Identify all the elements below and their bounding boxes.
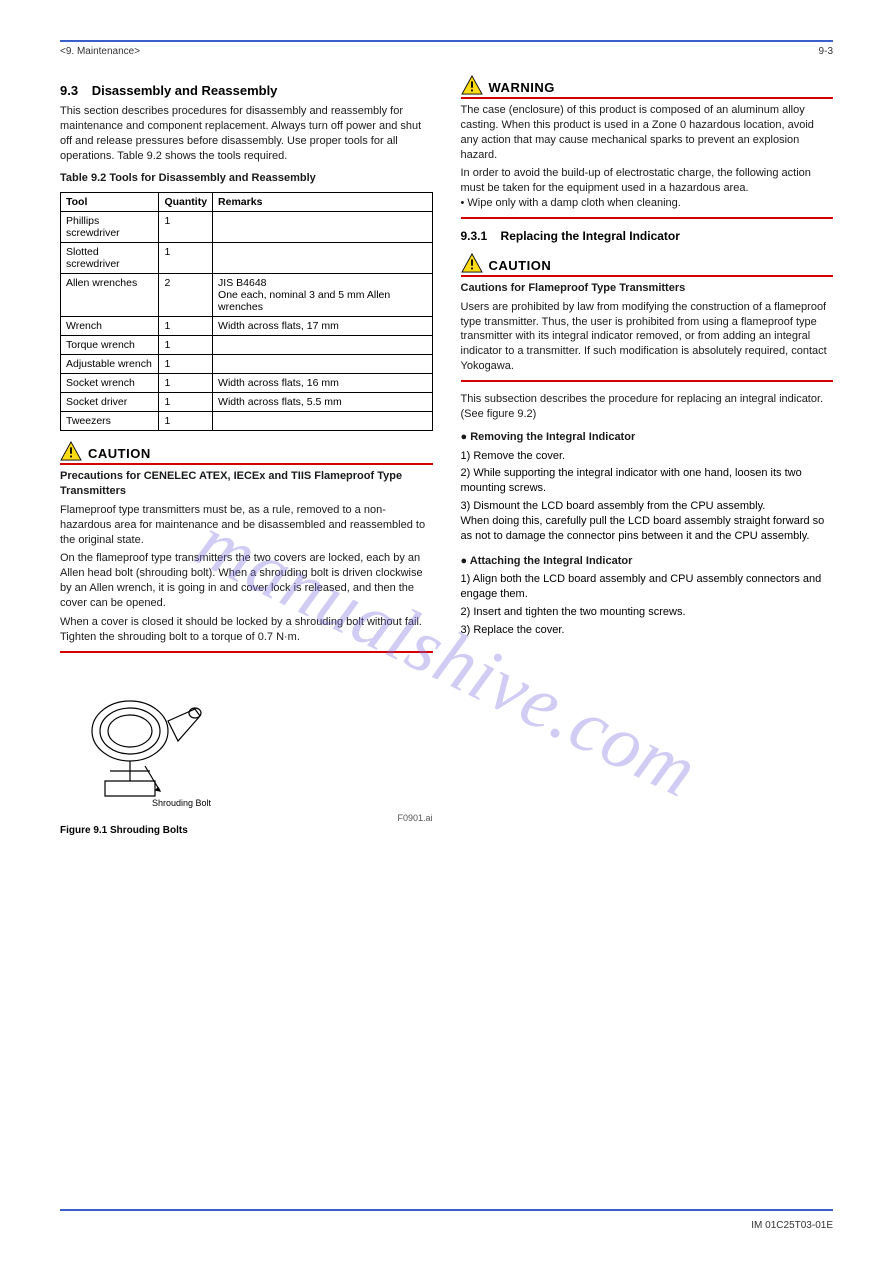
table-row: Socket wrench1Width across flats, 16 mm xyxy=(61,374,433,393)
caution-body: Precautions for CENELEC ATEX, IECEx and … xyxy=(60,469,433,644)
removing-title: ● Removing the Integral Indicator xyxy=(461,430,834,445)
section-number: 9.3 xyxy=(60,83,78,98)
table-row: Slotted screwdriver1 xyxy=(61,243,433,274)
p-931-intro: This subsection describes the procedure … xyxy=(461,392,834,422)
col-tool: Tool xyxy=(61,193,159,212)
caution-label: CAUTION xyxy=(489,258,552,273)
warning-body: The case (enclosure) of this product is … xyxy=(461,103,834,211)
figure-9-1: Shrouding Bolt xyxy=(60,661,220,821)
header-right: 9-3 xyxy=(819,46,833,57)
col-remarks: Remarks xyxy=(213,193,432,212)
warning-head: WARNING xyxy=(461,75,834,99)
warning-block-top-right: WARNING The case (enclosure) of this pro… xyxy=(461,75,834,219)
col-qty: Quantity xyxy=(159,193,213,212)
table-row: Phillips screwdriver1 xyxy=(61,212,433,243)
two-column-layout: 9.3 Disassembly and Reassembly This sect… xyxy=(60,75,833,836)
footer-row: IM 01C25T03-01E xyxy=(60,1220,833,1231)
subsection-number: 9.3.1 xyxy=(461,229,488,243)
figure-caption: Figure 9.1 Shrouding Bolts xyxy=(60,825,433,836)
caution-body: Cautions for Flameproof Type Transmitter… xyxy=(461,281,834,374)
warning-foot-rule xyxy=(461,217,834,219)
header-left: <9. Maintenance> xyxy=(60,46,140,57)
bottom-rule xyxy=(60,1209,833,1211)
table-caption: Table 9.2 Tools for Disassembly and Reas… xyxy=(60,171,433,186)
table-header-row: Tool Quantity Remarks xyxy=(61,193,433,212)
caution-label: CAUTION xyxy=(88,446,151,461)
subsection-9-3-1-heading: 9.3.1 Replacing the Integral Indicator xyxy=(461,229,834,243)
caution-head: CAUTION xyxy=(461,253,834,277)
section-title: Disassembly and Reassembly xyxy=(92,83,278,98)
warning-triangle-icon xyxy=(461,75,483,95)
table-row: Adjustable wrench1 xyxy=(61,355,433,374)
intro-paragraph: This section describes procedures for di… xyxy=(60,104,433,163)
table-row: Tweezers1 xyxy=(61,412,433,431)
left-column: 9.3 Disassembly and Reassembly This sect… xyxy=(60,75,433,836)
caution-block-2: CAUTION Cautions for Flameproof Type Tra… xyxy=(461,253,834,382)
attaching-steps: 1) Align both the LCD board assembly and… xyxy=(461,572,834,637)
step-2: 2) Insert and tighten the two mounting s… xyxy=(461,605,834,620)
removing-steps: 1) Remove the cover. 2) While supporting… xyxy=(461,449,834,544)
section-9-3-heading: 9.3 Disassembly and Reassembly xyxy=(60,83,433,98)
caution-foot-rule xyxy=(60,651,433,653)
right-column: WARNING The case (enclosure) of this pro… xyxy=(461,75,834,836)
table-row: Wrench1Width across flats, 17 mm xyxy=(61,317,433,336)
tools-table: Tool Quantity Remarks Phillips screwdriv… xyxy=(60,192,433,431)
shrouding-bolt-label: Shrouding Bolt xyxy=(152,798,212,808)
footer-docid: IM 01C25T03-01E xyxy=(751,1220,833,1231)
subsection-title: Replacing the Integral Indicator xyxy=(501,229,680,243)
caution-foot-rule xyxy=(461,380,834,382)
attaching-title: ● Attaching the Integral Indicator xyxy=(461,554,834,569)
step-3: 3) Replace the cover. xyxy=(461,623,834,638)
page: <9. Maintenance> 9-3 9.3 Disassembly and… xyxy=(0,0,893,1263)
header-row: <9. Maintenance> 9-3 xyxy=(60,46,833,57)
table-row: Allen wrenches2JIS B4648 One each, nomin… xyxy=(61,274,433,317)
step-3: 3) Dismount the LCD board assembly from … xyxy=(461,499,834,544)
caution-block-1: CAUTION Precautions for CENELEC ATEX, IE… xyxy=(60,441,433,652)
warning-triangle-icon xyxy=(60,441,82,461)
top-rule xyxy=(60,40,833,42)
table-row: Socket driver1Width across flats, 5.5 mm xyxy=(61,393,433,412)
table-row: Torque wrench1 xyxy=(61,336,433,355)
warning-label: WARNING xyxy=(489,80,555,95)
step-1: 1) Remove the cover. xyxy=(461,449,834,464)
caution-head: CAUTION xyxy=(60,441,433,465)
step-1: 1) Align both the LCD board assembly and… xyxy=(461,572,834,602)
step-2: 2) While supporting the integral indicat… xyxy=(461,466,834,496)
warning-triangle-icon xyxy=(461,253,483,273)
